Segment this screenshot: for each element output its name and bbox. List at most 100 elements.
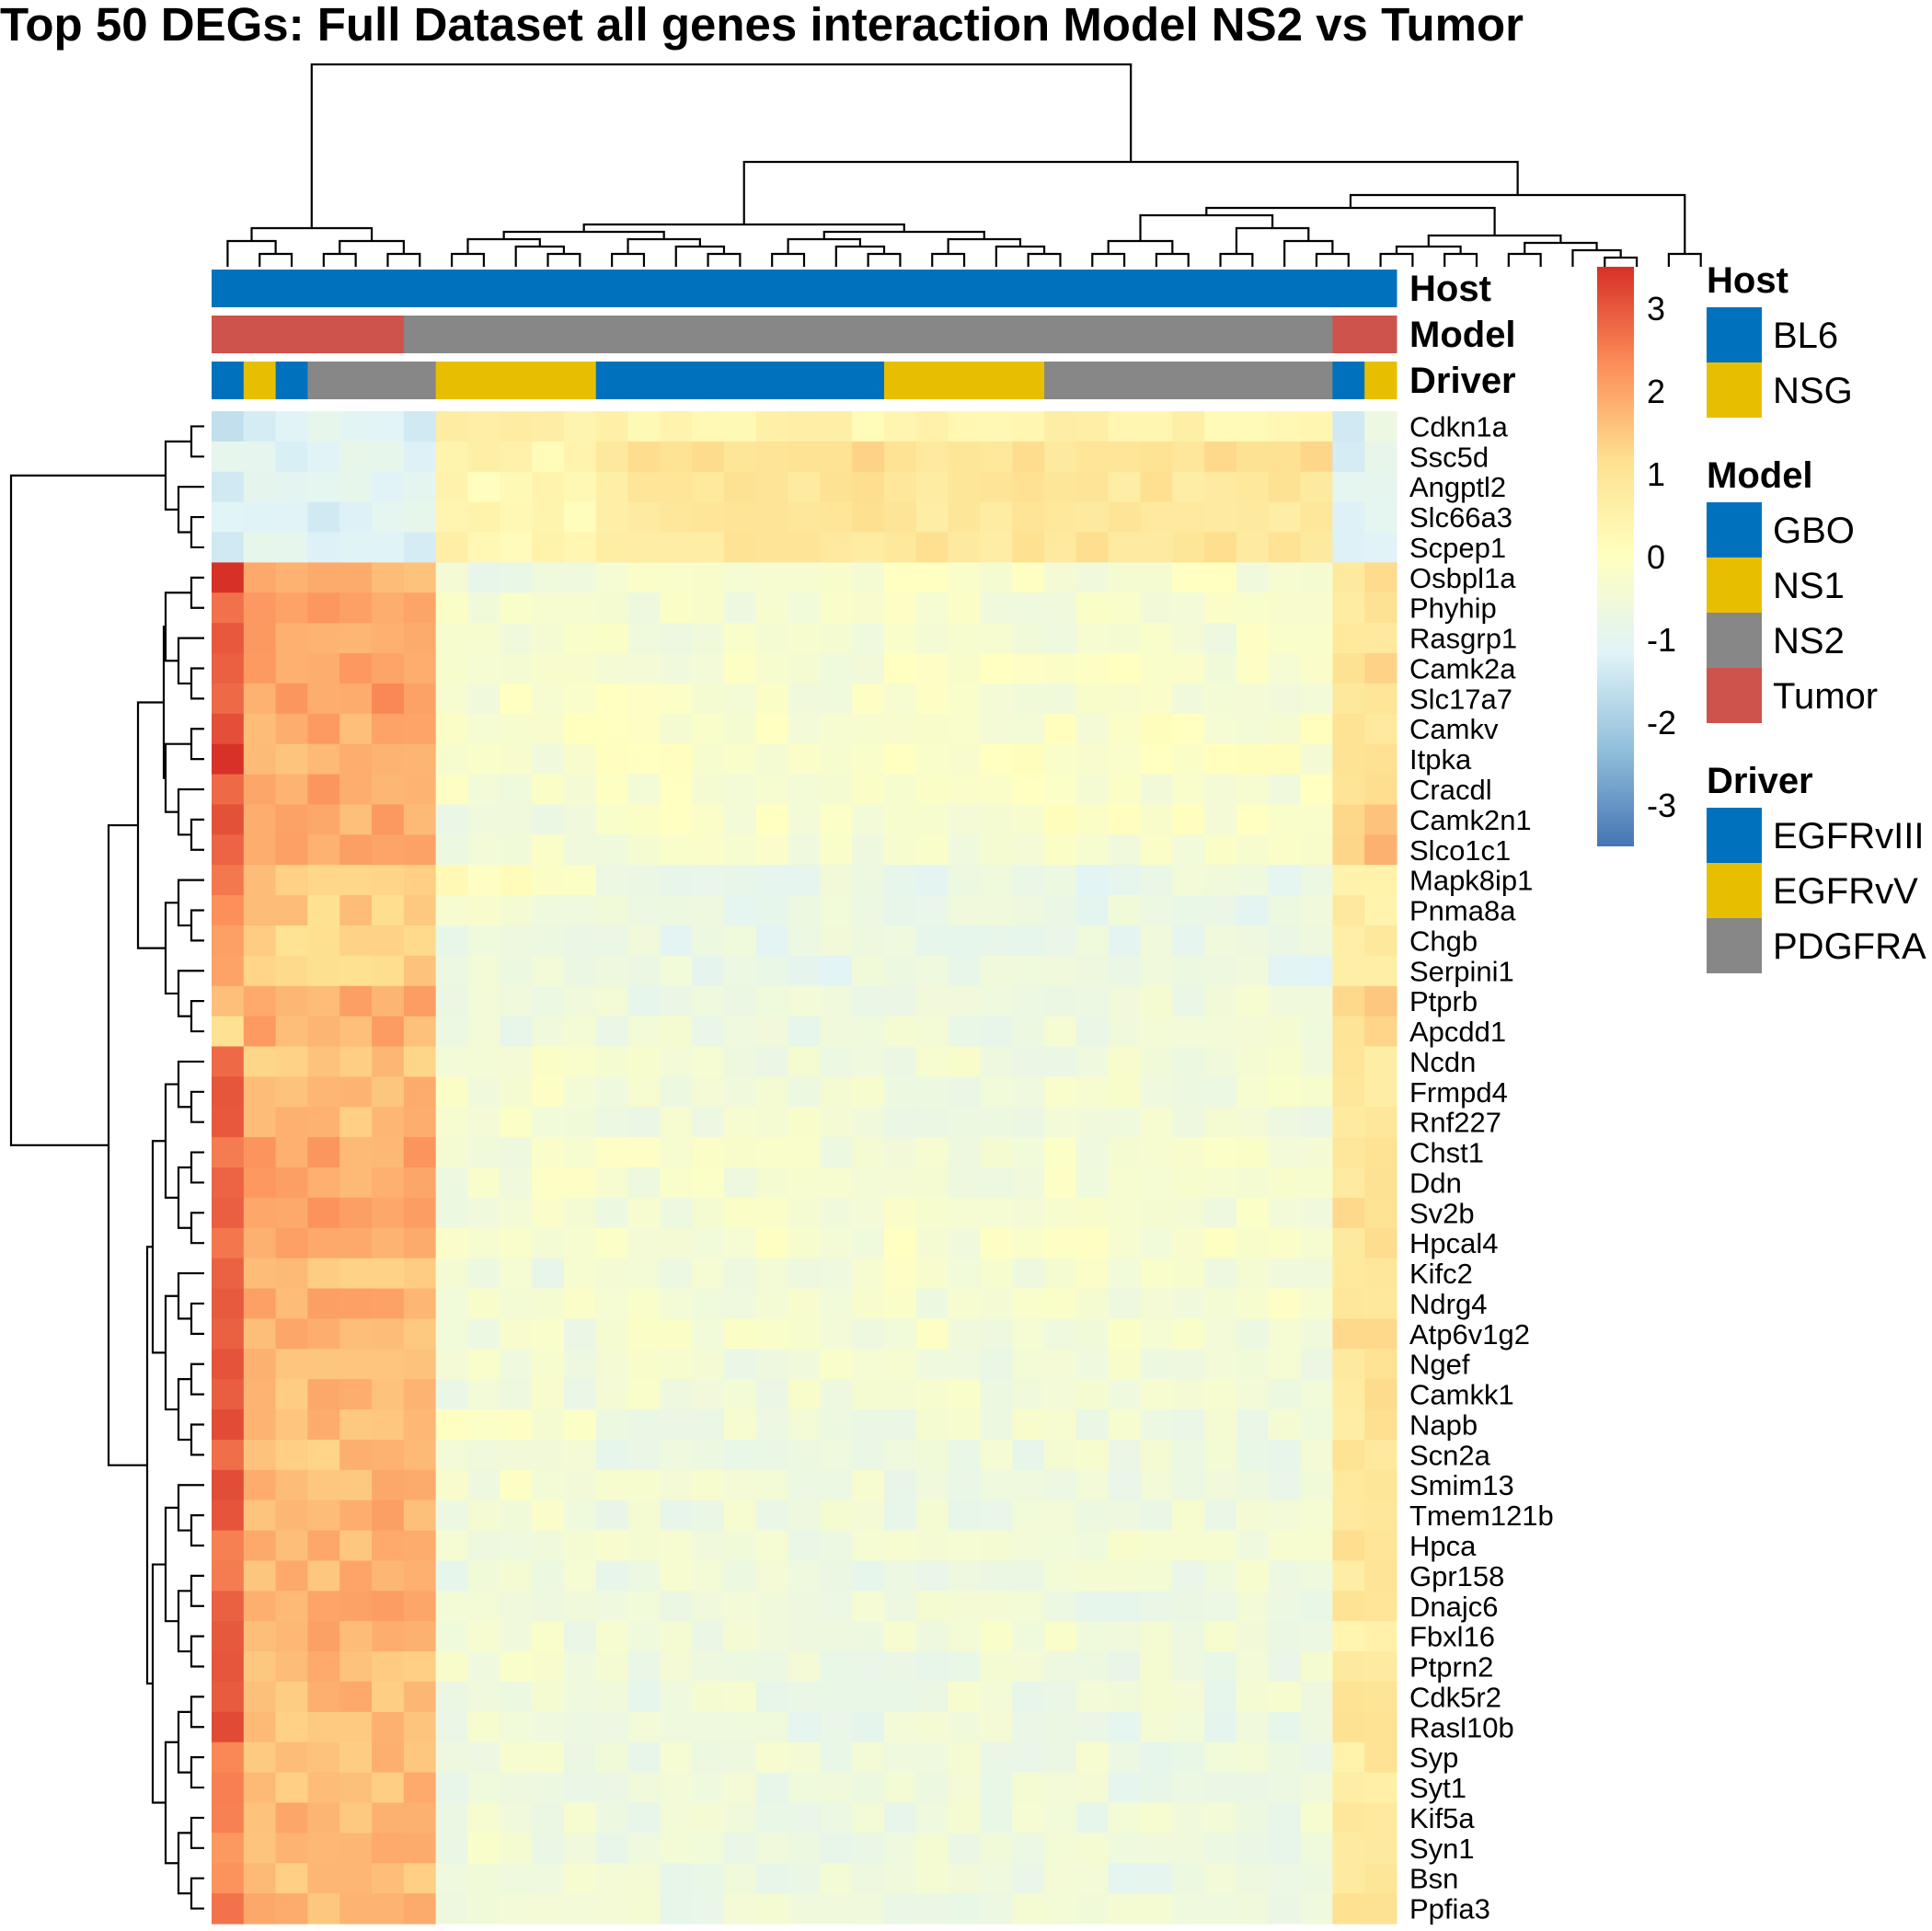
- heatmap-cell: [1012, 1772, 1045, 1804]
- heatmap-cell: [788, 1500, 821, 1532]
- heatmap-cell: [884, 865, 917, 896]
- heatmap-cell: [852, 1379, 885, 1410]
- heatmap-cell: [1108, 1863, 1142, 1894]
- heatmap-cell: [1172, 1318, 1205, 1350]
- heatmap-cell: [692, 1318, 725, 1350]
- legend-swatch: [1707, 307, 1762, 362]
- dendrogram-branch: [190, 1695, 204, 1729]
- heatmap-cell: [1364, 1772, 1397, 1804]
- heatmap-cell: [1044, 1349, 1077, 1380]
- heatmap-cell: [627, 1772, 661, 1804]
- heatmap-cell: [980, 501, 1013, 534]
- heatmap-cell: [788, 592, 821, 624]
- heatmap-cell: [563, 774, 597, 806]
- heatmap-cell: [212, 1772, 245, 1804]
- heatmap-cell: [852, 743, 885, 776]
- heatmap-cell: [884, 1439, 917, 1471]
- heatmap-cell: [1075, 1802, 1110, 1833]
- heatmap-cell: [884, 925, 917, 957]
- heatmap-cell: [1172, 1439, 1205, 1471]
- heatmap-cell: [915, 865, 949, 896]
- heatmap-cell: [372, 1439, 405, 1471]
- heatmap-cell: [243, 713, 277, 745]
- heatmap-cell: [1364, 1167, 1397, 1199]
- heatmap-cell: [915, 1167, 949, 1199]
- heatmap-cell: [1332, 1046, 1365, 1077]
- heatmap-cell: [884, 653, 917, 684]
- heatmap-cell: [595, 895, 629, 926]
- heatmap-cell: [1268, 865, 1302, 896]
- heatmap-cell: [788, 1711, 821, 1743]
- heatmap-cell: [723, 1379, 757, 1410]
- heatmap-cell: [980, 1076, 1013, 1108]
- heatmap-cell: [532, 1076, 565, 1108]
- annotation-cell-driver: [403, 362, 437, 399]
- heatmap-cell: [532, 1560, 565, 1592]
- heatmap-cell: [1075, 1076, 1110, 1108]
- heatmap-cell: [948, 1681, 982, 1713]
- heatmap-cell: [372, 1469, 405, 1501]
- heatmap-cell: [243, 834, 277, 866]
- heatmap-cell: [1044, 955, 1077, 987]
- heatmap-cell: [275, 1651, 309, 1683]
- legend-label: EGFRvIII: [1773, 816, 1924, 856]
- heatmap-cell: [1268, 1379, 1302, 1410]
- heatmap-cell: [660, 683, 693, 715]
- heatmap-cell: [884, 1772, 917, 1804]
- annotation-cell-host: [884, 270, 1045, 307]
- heatmap-cell: [1108, 1107, 1142, 1138]
- heatmap-cell: [852, 1107, 885, 1138]
- heatmap-cell: [660, 1530, 693, 1562]
- heatmap-cell: [500, 1711, 533, 1743]
- heatmap-cell: [1364, 411, 1397, 443]
- heatmap-cell: [372, 1046, 405, 1077]
- heatmap-cell: [339, 1893, 373, 1925]
- dendrogram-branch: [190, 1362, 204, 1396]
- heatmap-cell: [915, 1530, 949, 1562]
- heatmap-cell: [852, 1651, 885, 1683]
- heatmap-cell: [820, 1741, 853, 1774]
- heatmap-cell: [307, 1349, 340, 1380]
- heatmap-cell: [980, 1197, 1013, 1229]
- annotation-cell-driver: [435, 362, 597, 399]
- heatmap-cell: [1332, 774, 1365, 806]
- heatmap-cell: [915, 411, 949, 443]
- annotation-cell-host: [1364, 270, 1397, 307]
- heatmap-cell: [948, 411, 982, 443]
- gene-label: Atp6v1g2: [1409, 1318, 1530, 1351]
- heatmap-cell: [1236, 623, 1270, 654]
- heatmap-cell: [1044, 1741, 1077, 1774]
- heatmap-cell: [275, 985, 309, 1017]
- heatmap-cell: [243, 1016, 277, 1048]
- heatmap-cell: [1012, 1530, 1045, 1562]
- heatmap-cell: [1332, 1560, 1365, 1592]
- heatmap-cell: [820, 653, 853, 684]
- heatmap-cell: [307, 471, 340, 503]
- heatmap-cell: [372, 1288, 405, 1319]
- heatmap-cell: [1204, 895, 1237, 926]
- heatmap-cell: [852, 1016, 885, 1048]
- heatmap-cell: [1236, 1349, 1270, 1380]
- heatmap-cell: [852, 1137, 885, 1168]
- heatmap-cell: [948, 1439, 982, 1471]
- heatmap-cell: [627, 1469, 661, 1501]
- annotation-cell-model: [435, 316, 597, 353]
- heatmap-cell: [563, 1318, 597, 1350]
- dendrogram-branch: [1379, 252, 1414, 267]
- heatmap-cell: [1012, 683, 1045, 715]
- heatmap-cell: [820, 411, 853, 443]
- heatmap-cell: [372, 1137, 405, 1168]
- dendrogram-branch: [502, 230, 665, 239]
- heatmap-cell: [212, 1500, 245, 1532]
- heatmap-cell: [403, 1439, 437, 1471]
- heatmap-cell: [660, 1197, 693, 1229]
- dendrogram-branch: [190, 1090, 204, 1123]
- heatmap-cell: [372, 411, 405, 443]
- heatmap-cell: [1236, 1530, 1270, 1562]
- heatmap-cell: [1172, 1258, 1205, 1290]
- heatmap-cell: [948, 1288, 982, 1319]
- heatmap-cell: [403, 1197, 437, 1229]
- gene-label: Pnma8a: [1409, 895, 1516, 927]
- heatmap-cell: [884, 1893, 917, 1925]
- heatmap-cell: [884, 1409, 917, 1441]
